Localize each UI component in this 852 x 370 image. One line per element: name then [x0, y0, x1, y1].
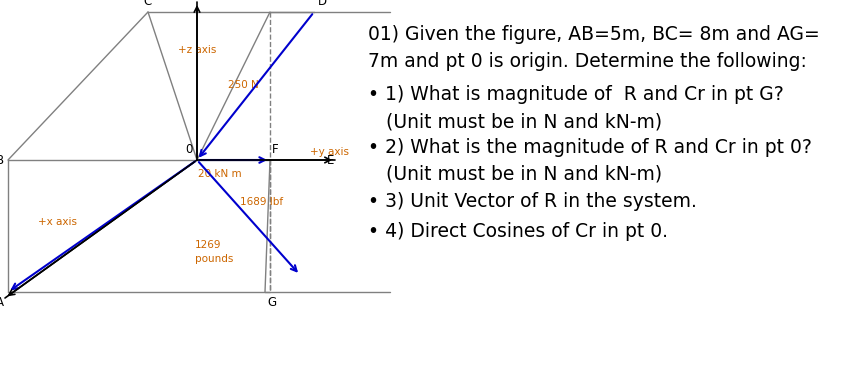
Text: • 3) Unit Vector of R in the system.: • 3) Unit Vector of R in the system. — [367, 192, 696, 211]
Text: 0: 0 — [186, 143, 193, 156]
Text: • 2) What is the magnitude of R and Cr in pt 0?: • 2) What is the magnitude of R and Cr i… — [367, 138, 811, 157]
Text: 250 N: 250 N — [227, 80, 258, 90]
Text: B: B — [0, 154, 4, 166]
Text: +x axis: +x axis — [38, 217, 77, 227]
Text: 1689 lbf: 1689 lbf — [239, 197, 283, 207]
Text: (Unit must be in N and kN-m): (Unit must be in N and kN-m) — [386, 165, 661, 184]
Text: (Unit must be in N and kN-m): (Unit must be in N and kN-m) — [386, 112, 661, 131]
Text: G: G — [267, 296, 276, 309]
Text: A: A — [0, 296, 4, 309]
Text: 7m and pt 0 is origin. Determine the following:: 7m and pt 0 is origin. Determine the fol… — [367, 52, 806, 71]
Text: +y axis: +y axis — [309, 147, 348, 157]
Text: D: D — [318, 0, 326, 8]
Text: +z axis: +z axis — [178, 45, 216, 55]
Text: F: F — [272, 143, 279, 156]
Text: 01) Given the figure, AB=5m, BC= 8m and AG=: 01) Given the figure, AB=5m, BC= 8m and … — [367, 25, 819, 44]
Text: • 1) What is magnitude of  R and Cr in pt G?: • 1) What is magnitude of R and Cr in pt… — [367, 85, 783, 104]
Text: 1269: 1269 — [195, 240, 222, 250]
Text: pounds: pounds — [195, 254, 233, 264]
Text: • 4) Direct Cosines of Cr in pt 0.: • 4) Direct Cosines of Cr in pt 0. — [367, 222, 667, 241]
Text: C: C — [144, 0, 152, 8]
Text: 20 kN m: 20 kN m — [198, 169, 241, 179]
Text: E: E — [326, 154, 334, 166]
